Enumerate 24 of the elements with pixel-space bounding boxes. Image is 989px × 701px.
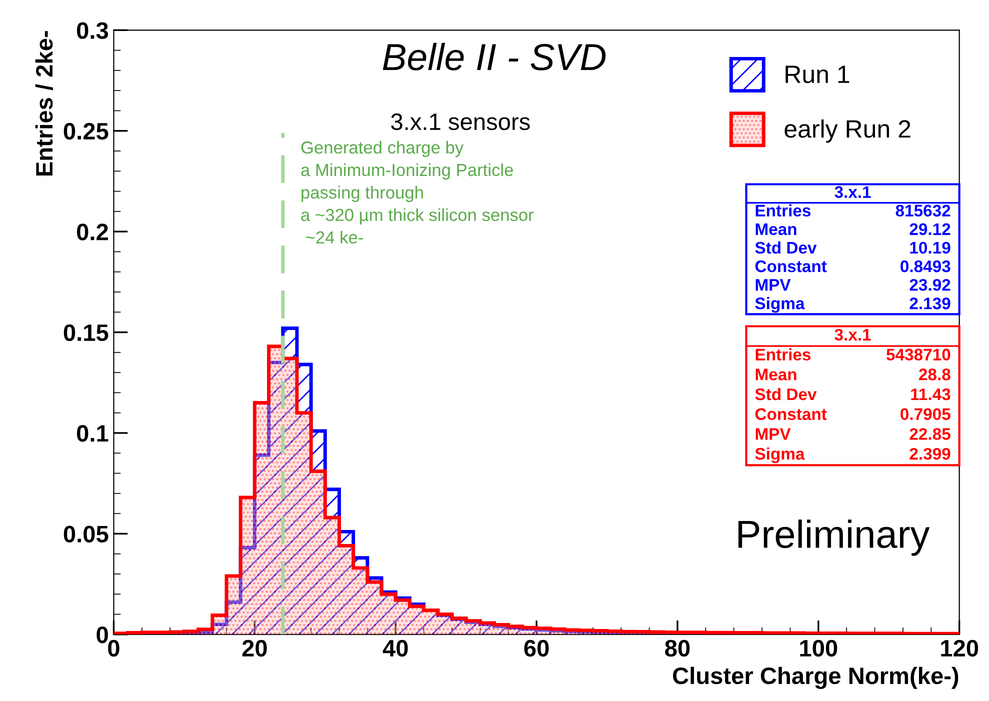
text: 3.x.1 Entries 5438710 Mean 28.8 Std Dev 11.43 Constant 0.7905 MPV 22.85 Sigma 2.399: [755, 328, 950, 464]
x-tick-label: 100: [800, 640, 838, 657]
text: 3.x.1 sensors: [391, 113, 530, 130]
y-tick-label: 0.25: [64, 122, 108, 140]
x-tick-label: 20: [242, 640, 267, 657]
y-tick-label: 0: [96, 626, 108, 644]
x-axis-title: Cluster Charge Norm(ke-): [672, 666, 958, 689]
text: 3.x.1 Entries 815632 Mean 29.12 Std Dev 10.19 Constant 0.8493 MPV 23.92 Sigma 2.139: [755, 186, 950, 313]
legend-label: Run 1: [786, 66, 850, 84]
annotation: Preliminary: [738, 520, 930, 556]
y-tick-label: 0.15: [64, 324, 108, 342]
x-tick-label: 120: [941, 640, 978, 657]
y-tick-label: 0.3: [76, 22, 108, 39]
x-tick-label: 80: [665, 640, 690, 657]
ref-line-label: Generated charge by a Minimum-Ionizing Particle passing through a ~320 µm thick silicon sensor ~24 ke-: [301, 140, 534, 244]
y-axis-title: Entries / 2ke-: [35, 31, 53, 176]
y-tick-label: 0.05: [64, 526, 108, 542]
y-tick-label: 0.1: [76, 425, 108, 442]
legend-label: early Run 2: [784, 119, 910, 143]
chart-title: Belle II - SVD: [382, 42, 606, 70]
x-tick-label: 0: [108, 640, 120, 657]
x-tick-label: 40: [382, 640, 408, 657]
y-tick-label: 0.2: [76, 224, 108, 240]
x-tick-label: 60: [524, 640, 549, 657]
